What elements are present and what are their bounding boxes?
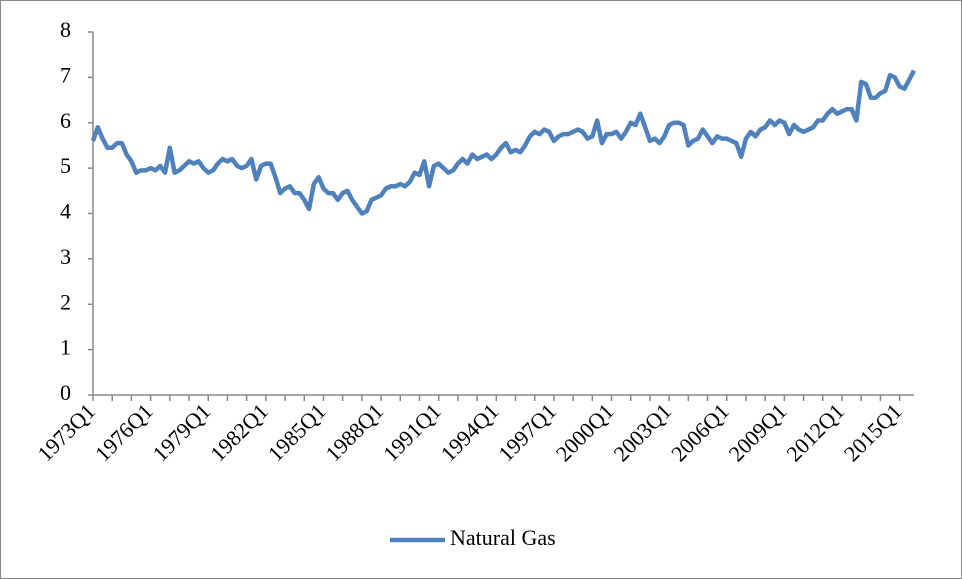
legend-label: Natural Gas	[450, 525, 556, 550]
y-tick-label: 3	[60, 244, 71, 269]
y-tick-label: 7	[60, 62, 71, 87]
y-tick-label: 0	[60, 380, 71, 405]
y-tick-label: 5	[60, 153, 71, 178]
y-tick-label: 1	[60, 335, 71, 360]
y-tick-label: 4	[60, 199, 71, 224]
data-line	[90, 69, 916, 216]
y-tick-label: 8	[60, 17, 71, 42]
y-tick-label: 2	[60, 289, 71, 314]
y-tick-label: 6	[60, 108, 71, 133]
